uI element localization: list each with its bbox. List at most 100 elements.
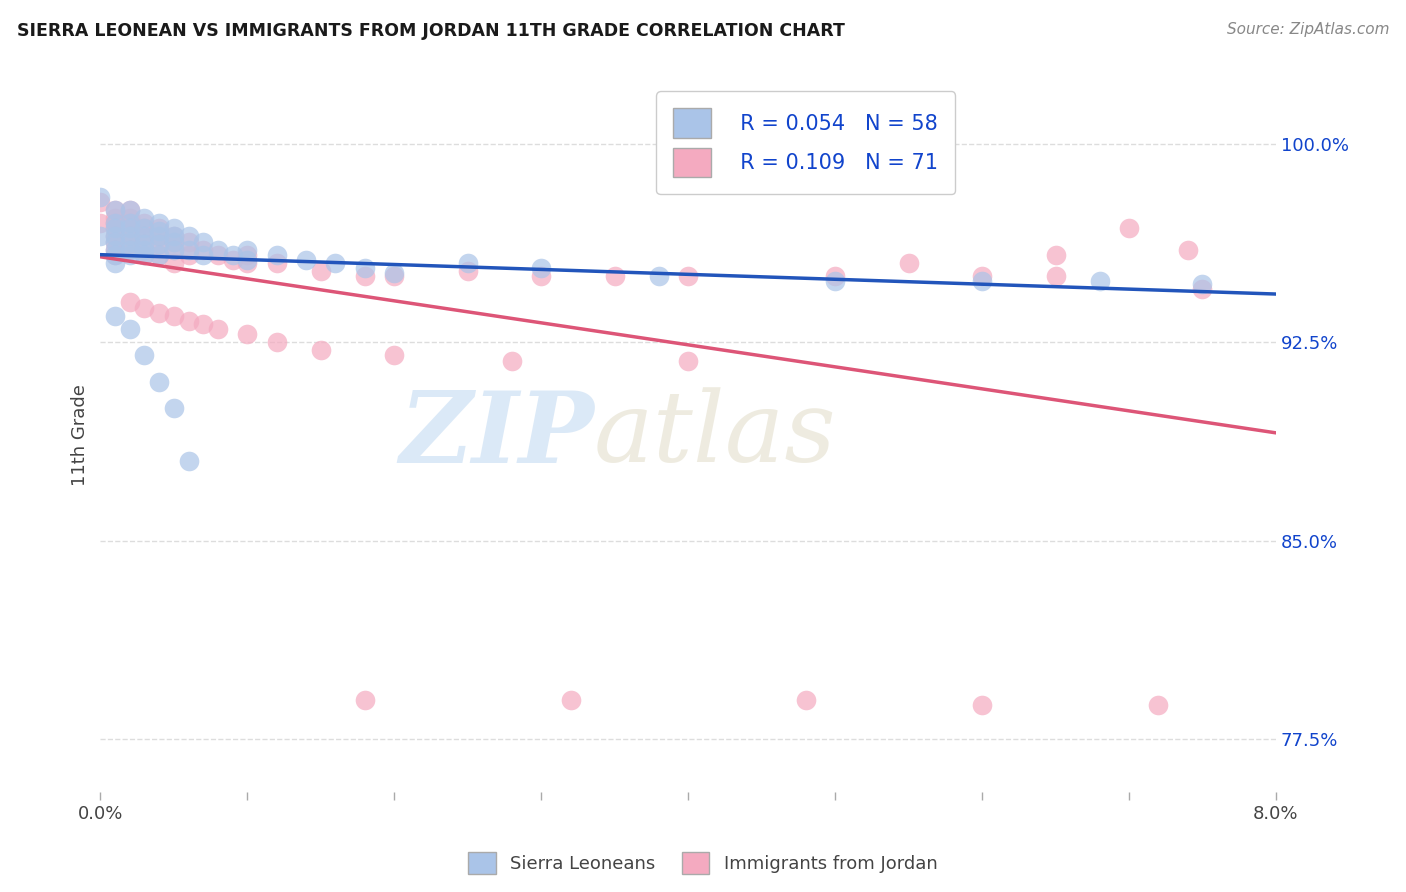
Point: [118, 229, 141, 244]
Point: [794, 692, 817, 706]
Point: [134, 216, 156, 230]
Point: [134, 301, 156, 315]
Point: [148, 375, 170, 389]
Point: [104, 216, 127, 230]
Point: [118, 237, 141, 252]
Point: [163, 243, 186, 257]
Point: [118, 229, 141, 244]
Point: [118, 216, 141, 230]
Point: [104, 248, 127, 262]
Point: [266, 335, 288, 350]
Point: [134, 221, 156, 235]
Point: [193, 235, 215, 249]
Point: [118, 211, 141, 225]
Point: [134, 211, 156, 225]
Point: [457, 263, 479, 277]
Point: [104, 221, 127, 235]
Point: [382, 268, 405, 283]
Point: [89, 194, 111, 209]
Point: [163, 221, 186, 235]
Point: [163, 256, 186, 270]
Point: [118, 221, 141, 235]
Point: [104, 202, 127, 217]
Point: [134, 237, 156, 252]
Point: [207, 248, 229, 262]
Point: [163, 243, 186, 257]
Y-axis label: 11th Grade: 11th Grade: [72, 384, 89, 486]
Point: [1147, 698, 1170, 712]
Legend:   R = 0.054   N = 58,   R = 0.109   N = 71: R = 0.054 N = 58, R = 0.109 N = 71: [657, 92, 955, 194]
Point: [104, 243, 127, 257]
Point: [354, 261, 377, 276]
Point: [104, 243, 127, 257]
Point: [118, 221, 141, 235]
Point: [118, 322, 141, 336]
Point: [177, 314, 200, 328]
Point: [177, 235, 200, 249]
Text: SIERRA LEONEAN VS IMMIGRANTS FROM JORDAN 11TH GRADE CORRELATION CHART: SIERRA LEONEAN VS IMMIGRANTS FROM JORDAN…: [17, 22, 845, 40]
Point: [104, 229, 127, 244]
Point: [382, 266, 405, 280]
Point: [89, 216, 111, 230]
Point: [118, 295, 141, 310]
Point: [104, 235, 127, 249]
Point: [134, 243, 156, 257]
Point: [354, 692, 377, 706]
Point: [118, 243, 141, 257]
Point: [148, 237, 170, 252]
Point: [104, 256, 127, 270]
Point: [134, 237, 156, 252]
Point: [104, 216, 127, 230]
Point: [221, 253, 243, 268]
Point: [382, 348, 405, 362]
Point: [134, 221, 156, 235]
Point: [89, 229, 111, 244]
Text: Source: ZipAtlas.com: Source: ZipAtlas.com: [1226, 22, 1389, 37]
Point: [560, 692, 582, 706]
Point: [325, 256, 347, 270]
Point: [193, 243, 215, 257]
Point: [118, 243, 141, 257]
Point: [148, 229, 170, 244]
Point: [236, 253, 259, 268]
Point: [970, 274, 993, 288]
Point: [266, 256, 288, 270]
Point: [118, 235, 141, 249]
Point: [118, 216, 141, 230]
Point: [897, 256, 920, 270]
Point: [648, 268, 671, 283]
Point: [118, 202, 141, 217]
Point: [104, 248, 127, 262]
Point: [193, 317, 215, 331]
Point: [104, 235, 127, 249]
Point: [134, 229, 156, 244]
Point: [163, 401, 186, 416]
Point: [134, 348, 156, 362]
Point: [148, 224, 170, 238]
Point: [163, 229, 186, 244]
Point: [309, 343, 332, 358]
Point: [295, 253, 318, 268]
Point: [676, 268, 699, 283]
Point: [501, 353, 523, 368]
Point: [824, 274, 846, 288]
Point: [134, 229, 156, 244]
Point: [221, 248, 243, 262]
Point: [177, 248, 200, 262]
Point: [134, 248, 156, 262]
Point: [236, 256, 259, 270]
Point: [1118, 221, 1140, 235]
Point: [970, 268, 993, 283]
Point: [1045, 248, 1067, 262]
Point: [193, 248, 215, 262]
Point: [354, 268, 377, 283]
Point: [266, 248, 288, 262]
Point: [236, 327, 259, 342]
Point: [89, 189, 111, 203]
Point: [603, 268, 626, 283]
Point: [177, 243, 200, 257]
Point: [207, 322, 229, 336]
Point: [970, 698, 993, 712]
Point: [148, 248, 170, 262]
Point: [104, 202, 127, 217]
